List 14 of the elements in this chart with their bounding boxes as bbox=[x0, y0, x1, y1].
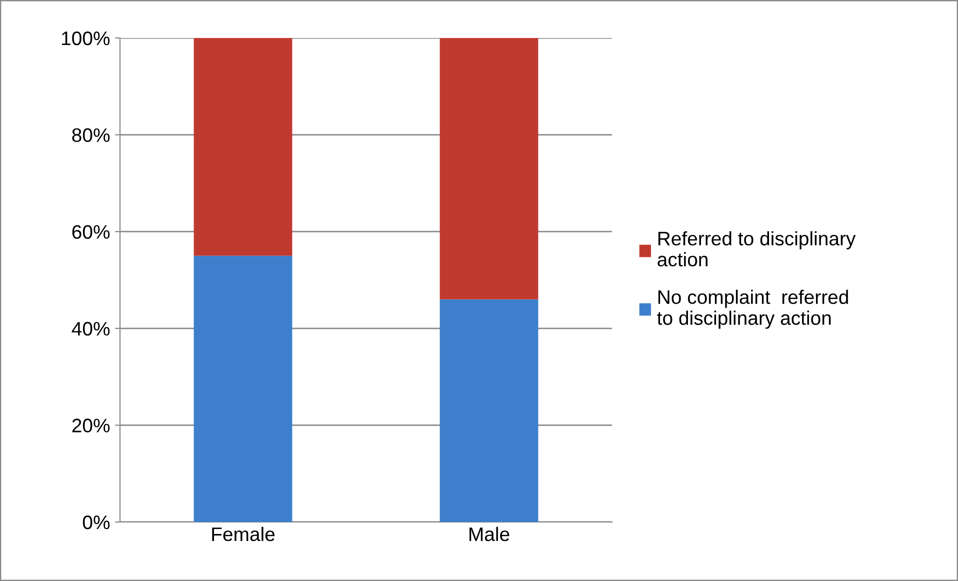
y-tick-label: 60% bbox=[72, 225, 110, 239]
bar bbox=[440, 38, 538, 300]
bar bbox=[194, 38, 292, 256]
legend-label: Referred to disciplinary action bbox=[658, 231, 856, 266]
x-tick-label: Female bbox=[212, 526, 275, 542]
y-tick-label: 0% bbox=[82, 515, 110, 530]
y-tick-label: 100% bbox=[62, 31, 110, 46]
bar bbox=[194, 256, 292, 522]
bar bbox=[440, 299, 538, 522]
x-tick-label: Male bbox=[470, 526, 510, 542]
y-tick-label: 20% bbox=[72, 418, 110, 432]
legend-label: No complaint referred to disciplinary action bbox=[657, 290, 848, 329]
y-tick-label: 80% bbox=[72, 128, 110, 142]
y-tick-label: 40% bbox=[72, 322, 110, 336]
